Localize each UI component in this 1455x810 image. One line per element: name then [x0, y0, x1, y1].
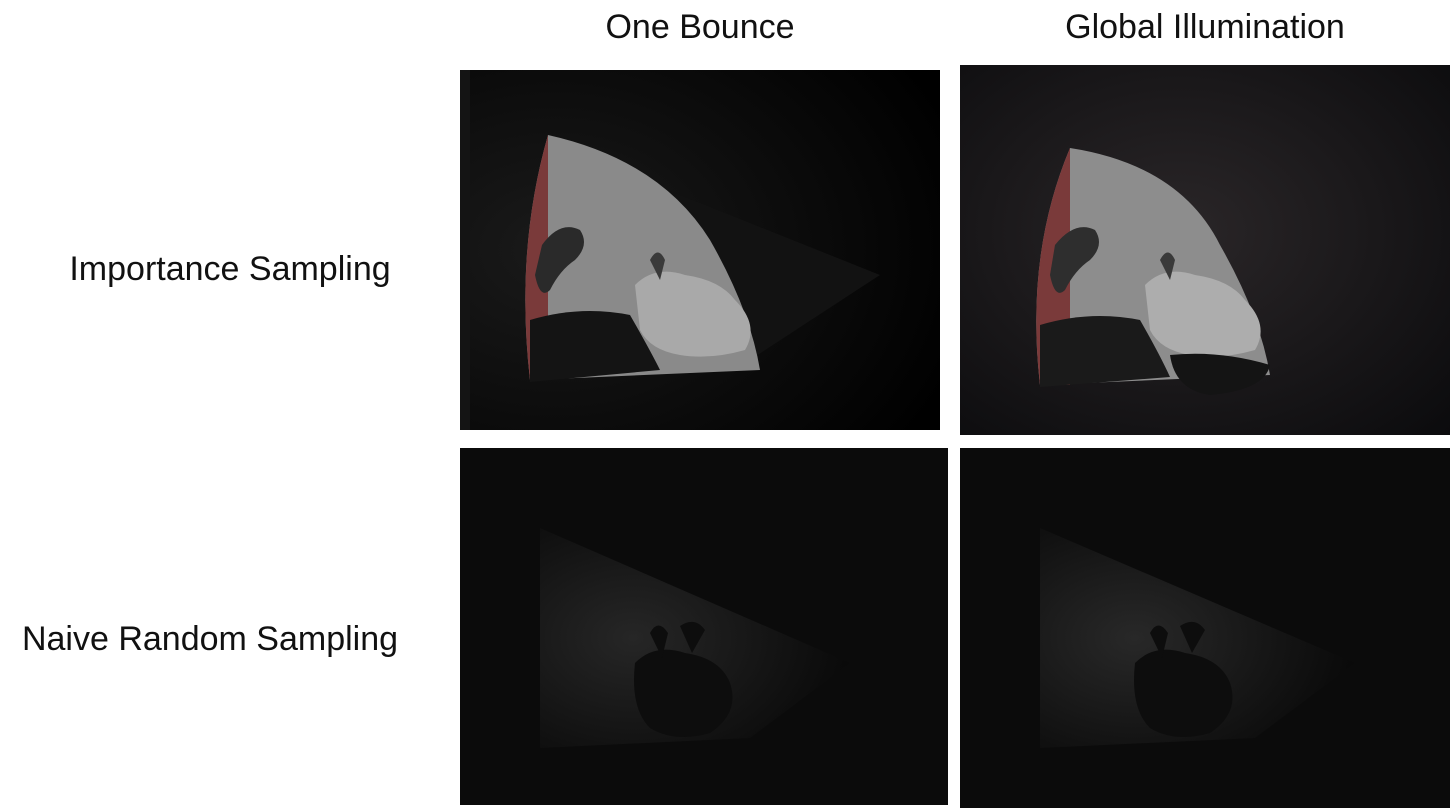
render-importance-one-bounce	[460, 70, 940, 430]
column-header-global-illumination: Global Illumination	[1065, 8, 1345, 46]
render-naive-global-illumination	[960, 448, 1450, 808]
column-header-one-bounce: One Bounce	[605, 8, 795, 46]
row-header-importance-sampling: Importance Sampling	[69, 250, 391, 288]
row-header-naive-random-sampling: Naive Random Sampling	[21, 620, 399, 658]
render-importance-global-illumination	[960, 65, 1450, 435]
render-naive-one-bounce	[460, 448, 948, 805]
